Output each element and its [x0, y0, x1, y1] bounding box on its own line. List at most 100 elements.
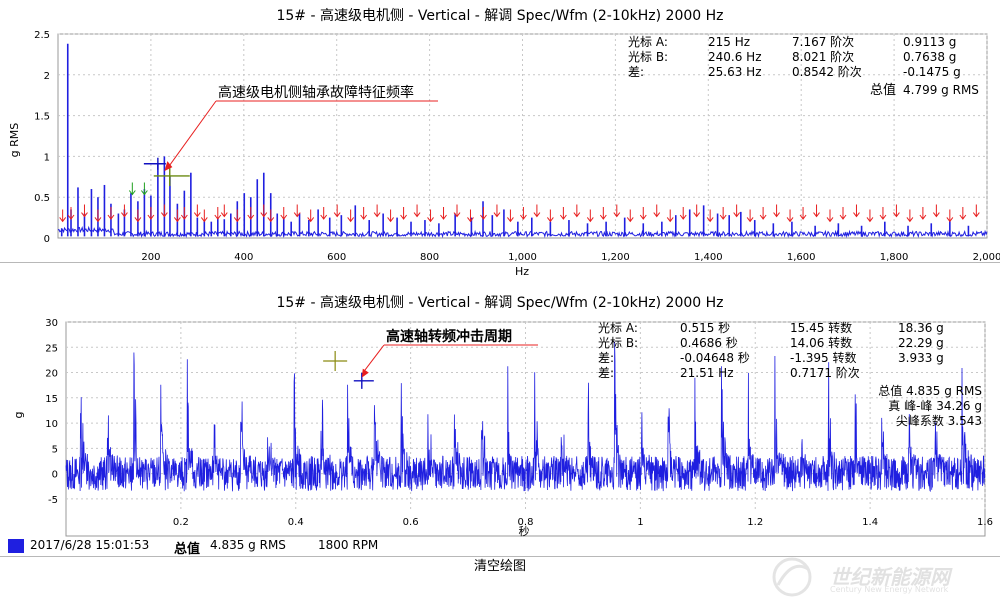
fault-marker-arrow: [719, 206, 727, 220]
spectrum-readout-cell: 0.7638 g: [903, 50, 956, 64]
waveform-readout-cell: 22.29 g: [898, 336, 944, 350]
fault-marker-arrow: [347, 209, 355, 223]
spectrum-readout-cell: 光标 B:: [628, 50, 668, 64]
waveform-readout-cell: 0.4686 秒: [680, 336, 738, 350]
fault-marker-arrow: [573, 204, 581, 218]
fault-marker-arrow: [360, 206, 368, 220]
fault-marker-arrow: [866, 209, 874, 223]
chart-divider: [0, 262, 1000, 263]
fault-marker-arrow: [247, 206, 255, 220]
fault-frequency-markers: [59, 182, 980, 223]
cursor-b-marker: [153, 165, 190, 186]
spectrum-x-tick-label: 800: [420, 252, 439, 263]
fault-marker-arrow: [746, 209, 754, 223]
fault-marker-arrow: [467, 209, 474, 223]
waveform-x-tick-label: 1.4: [862, 517, 878, 528]
fault-marker-arrow: [373, 204, 381, 218]
waveform-signal: [65, 341, 986, 492]
fault-marker-arrow: [267, 209, 275, 223]
fault-marker-arrow: [653, 204, 661, 218]
spectrum-y-ticks: 0 0.5 1 1.5 2 2.5: [34, 30, 50, 245]
fault-marker-arrow: [853, 204, 860, 218]
waveform-readout-cell: 21.51 Hz: [680, 366, 734, 380]
waveform-y-tick-label: 25: [45, 343, 58, 354]
waveform-y-tick-label: 15: [45, 394, 58, 405]
fault-marker-arrow: [799, 206, 807, 220]
fault-marker-arrow: [773, 204, 780, 218]
fault-marker-arrow: [599, 206, 607, 220]
waveform-y-tick-label: 30: [45, 318, 58, 329]
spectrum-y-tick-label: 2.5: [34, 30, 50, 41]
harmonic-marker-arrow: [128, 182, 136, 196]
waveform-readout-cell: 光标 A:: [598, 321, 638, 335]
spectrum-noise-floor: [57, 225, 988, 239]
footer-divider: [0, 556, 1000, 557]
waveform-readout-cell: 差:: [598, 351, 614, 365]
spectrum-y-tick-label: 2: [44, 71, 50, 82]
cursor-a-marker: [353, 372, 374, 389]
waveform-x-tick-label: 1.2: [747, 517, 763, 528]
fault-marker-arrow: [173, 209, 181, 223]
shaft-impact-annotation: 高速轴转频冲击周期: [361, 328, 538, 378]
clear-plot-button[interactable]: 清空绘图: [473, 559, 526, 574]
fault-marker-arrow: [693, 204, 701, 218]
bearing-fault-annotation: 高速级电机侧轴承故障特征频率: [164, 84, 438, 172]
fault-marker-arrow: [493, 204, 501, 218]
waveform-y-axis-label: g: [12, 412, 25, 419]
spectrum-x-tick-label: 1,000: [508, 252, 537, 263]
fault-marker-arrow: [67, 206, 75, 220]
fault-marker-arrow: [107, 206, 115, 220]
waveform-y-tick-label: 20: [45, 369, 58, 380]
waveform-x-tick-label: 0.8: [518, 517, 534, 528]
fault-marker-arrow: [453, 204, 461, 218]
spectrum-x-tick-label: 200: [141, 252, 160, 263]
footer-rpm: 1800 RPM: [318, 538, 379, 552]
waveform-stat-line: 总值 4.835 g RMS: [878, 383, 982, 398]
annotation-arrowhead: [164, 161, 173, 172]
waveform-cursors[interactable]: [323, 350, 374, 389]
fault-marker-arrow: [220, 204, 228, 218]
fault-marker-arrow: [260, 204, 268, 218]
spectrum-chart: 15# - 高速级电机侧 - Vertical - 解调 Spec/Wfm (2…: [8, 7, 1000, 278]
spectrum-total-value: 4.799 g RMS: [903, 83, 979, 97]
spectrum-cursor-readout: 光标 A: 215 Hz 7.167 阶次 0.9113 g 光标 B: 240.6 Hz…: [628, 35, 961, 79]
fault-marker-arrow: [520, 206, 527, 220]
fault-marker-arrow: [586, 209, 594, 223]
fault-marker-arrow: [906, 209, 914, 223]
spectrum-readout-cell: 差:: [628, 65, 644, 79]
fault-marker-arrow: [320, 206, 328, 220]
spectrum-readout-cell: 215 Hz: [708, 35, 750, 49]
fault-marker-arrow: [440, 206, 447, 220]
waveform-y-ticks: -5 0 5 10 15 20 25 30: [45, 318, 58, 506]
fault-marker-arrow: [759, 206, 767, 220]
fault-marker-arrow: [333, 204, 341, 218]
fault-marker-arrow: [706, 209, 714, 223]
waveform-readout-cell: 0.515 秒: [680, 321, 730, 335]
waveform-readout-cell: 18.36 g: [898, 321, 944, 335]
fault-marker-arrow: [679, 206, 687, 220]
footer-total-value: 4.835 g RMS: [210, 538, 286, 552]
harmonic-marker-arrow: [140, 182, 148, 196]
fault-marker-arrow: [879, 206, 887, 220]
waveform-y-tick-label: 10: [45, 419, 58, 430]
fault-marker-arrow: [134, 209, 142, 223]
fault-marker-arrow: [387, 209, 394, 223]
spectrum-cursors[interactable]: [143, 157, 190, 186]
spectrum-x-tick-label: 600: [327, 252, 346, 263]
fault-marker-arrow: [559, 206, 567, 220]
spectrum-x-axis-label: Hz: [515, 265, 529, 278]
watermark-logo-icon: [772, 557, 812, 597]
spectrum-readout-cell: 25.63 Hz: [708, 65, 762, 79]
spectrum-x-ticks: 200 400 600 800 1,000 1,200 1,400 1,600 1,800 2,0…: [141, 252, 1000, 263]
fault-marker-arrow: [94, 209, 102, 223]
site-watermark: 世纪新能源网 Century New Energy Network: [760, 555, 980, 599]
spectrum-y-tick-label: 0: [44, 234, 50, 245]
spectrum-readout-cell: 8.021 阶次: [792, 50, 854, 64]
fault-marker-arrow: [293, 204, 301, 218]
waveform-readout-cell: 光标 B:: [598, 336, 638, 350]
waveform-readout-cell: -0.04648 秒: [680, 351, 750, 365]
fault-marker-arrow: [147, 206, 155, 220]
spectrum-y-tick-label: 0.5: [34, 193, 50, 204]
fault-marker-arrow: [613, 204, 621, 218]
